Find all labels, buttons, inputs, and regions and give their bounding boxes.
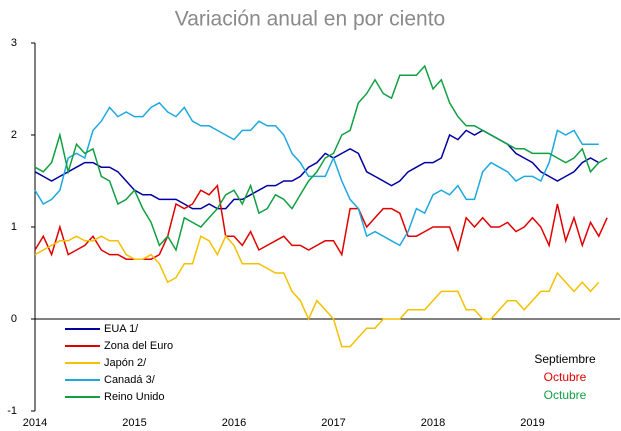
y-tick-label: -1	[7, 405, 17, 417]
legend-label: Japón 2/	[104, 357, 147, 369]
annotation: Octubre	[544, 370, 587, 384]
x-tick-label: 2014	[23, 417, 47, 429]
legend-label: Canadá 3/	[104, 374, 156, 386]
annotation: Octubre	[544, 388, 587, 402]
series-line	[34, 234, 600, 348]
legend-label: Zona del Euro	[104, 340, 173, 352]
y-tick-label: 3	[11, 37, 17, 49]
series-line	[34, 129, 600, 210]
series-line	[34, 64, 608, 252]
x-tick-label: 2019	[520, 417, 544, 429]
y-tick-label: 1	[11, 221, 17, 233]
x-tick-label: 2018	[421, 417, 445, 429]
legend-label: EUA 1/	[104, 323, 139, 335]
y-tick-label: 2	[11, 129, 17, 141]
chart-subtitle: Variación anual en por ciento	[175, 8, 445, 31]
annotation: Septiembre	[534, 352, 596, 366]
x-tick-label: 2017	[321, 417, 345, 429]
series-line	[34, 183, 608, 260]
x-tick-label: 2016	[222, 417, 246, 429]
x-tick-label: 2015	[122, 417, 146, 429]
y-tick-label: 0	[11, 313, 17, 325]
legend-label: Reino Unido	[104, 391, 165, 403]
series-line	[34, 101, 599, 247]
